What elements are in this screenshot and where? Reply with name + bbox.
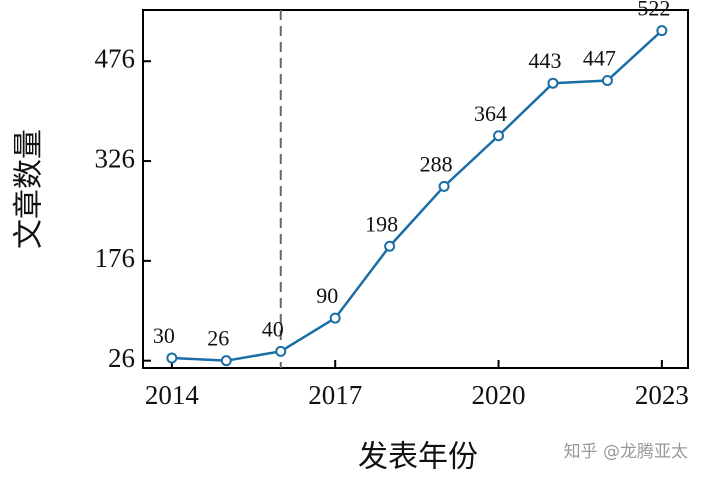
x-tick-label: 2014 [145,380,200,410]
data-label: 364 [474,101,507,126]
y-tick-label: 476 [95,43,136,73]
data-label: 522 [637,0,670,21]
x-tick-label: 2023 [635,380,689,410]
data-label: 447 [583,46,616,71]
data-label: 90 [316,283,338,308]
data-point [601,75,613,87]
y-tick-label: 326 [95,143,136,173]
data-point [275,345,287,357]
data-label: 30 [153,323,175,348]
data-point [656,25,668,37]
data-label: 40 [262,316,284,341]
y-axis-label: 文章数量 [12,129,47,249]
data-point [220,355,232,367]
y-tick-label: 176 [95,243,136,273]
data-point [384,240,396,252]
data-point [493,130,505,142]
watermark: 知乎 @龙腾亚太 [564,442,688,462]
x-axis-label: 发表年份 [358,440,478,475]
data-point [329,312,341,324]
data-label: 198 [365,211,398,236]
plot-frame [142,9,689,369]
x-tick-label: 2020 [472,380,526,410]
data-line [171,29,663,362]
data-label: 288 [420,151,453,176]
data-point [166,352,178,364]
data-label: 26 [207,326,229,351]
x-tick-label: 2017 [308,380,362,410]
y-tick-label: 26 [108,343,135,373]
data-point [438,180,450,192]
data-point [547,77,559,89]
data-label: 443 [528,48,561,73]
